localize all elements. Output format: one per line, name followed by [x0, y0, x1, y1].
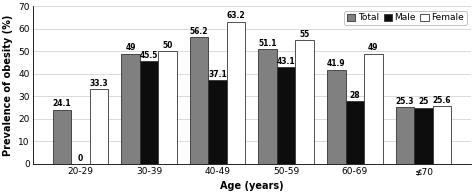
- Bar: [295, 40, 314, 164]
- Bar: [364, 54, 383, 164]
- Text: 55: 55: [300, 30, 310, 39]
- Text: 0: 0: [78, 154, 83, 163]
- Bar: [433, 106, 451, 164]
- Bar: [277, 67, 295, 164]
- Text: 45.5: 45.5: [140, 51, 158, 60]
- Text: 25.6: 25.6: [433, 96, 451, 105]
- Bar: [53, 110, 71, 164]
- Bar: [414, 108, 433, 164]
- Text: 49: 49: [368, 43, 379, 52]
- Text: 49: 49: [125, 43, 136, 52]
- Bar: [209, 80, 227, 164]
- Text: 25.3: 25.3: [396, 97, 414, 106]
- Text: 41.9: 41.9: [327, 59, 346, 68]
- Bar: [190, 37, 209, 164]
- Bar: [158, 51, 177, 164]
- Bar: [90, 89, 108, 164]
- Text: 33.3: 33.3: [90, 79, 108, 88]
- Text: 56.2: 56.2: [190, 27, 208, 36]
- Text: 24.1: 24.1: [53, 100, 71, 108]
- Bar: [140, 61, 158, 164]
- X-axis label: Age (years): Age (years): [220, 181, 284, 191]
- Bar: [121, 54, 140, 164]
- Bar: [258, 49, 277, 164]
- Text: 43.1: 43.1: [277, 57, 296, 66]
- Legend: Total, Male, Female: Total, Male, Female: [345, 11, 467, 25]
- Bar: [327, 69, 346, 164]
- Bar: [346, 101, 364, 164]
- Text: 51.1: 51.1: [258, 39, 277, 48]
- Text: 50: 50: [162, 41, 173, 50]
- Text: 63.2: 63.2: [227, 11, 246, 20]
- Bar: [227, 22, 246, 164]
- Text: 25: 25: [418, 97, 428, 107]
- Y-axis label: Prevalence of obesity (%): Prevalence of obesity (%): [3, 14, 13, 156]
- Bar: [396, 107, 414, 164]
- Text: 28: 28: [349, 91, 360, 100]
- Text: 37.1: 37.1: [208, 70, 227, 79]
